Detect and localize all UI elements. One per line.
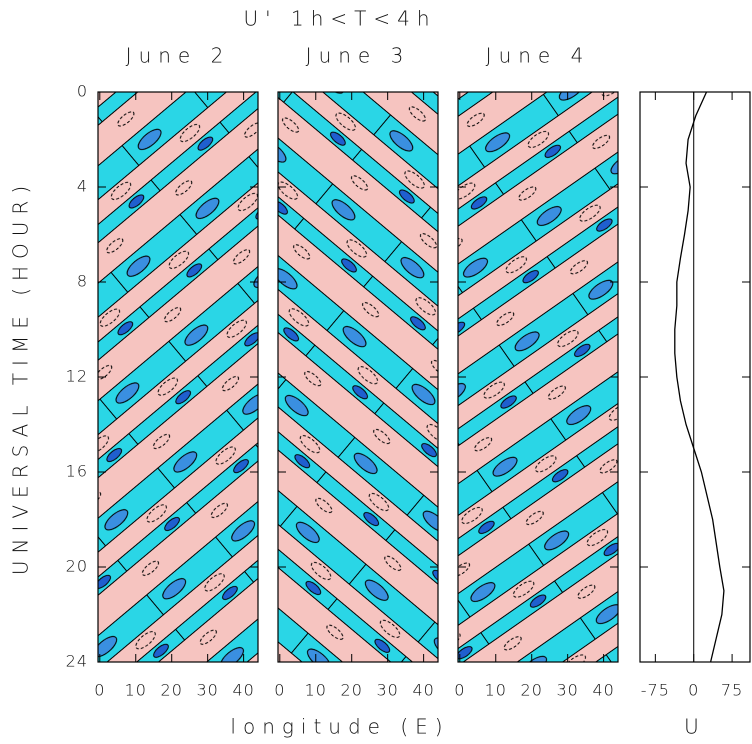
y-axis-label: UNIVERSAL TIME (HOUR) xyxy=(9,179,33,575)
x-tick-label: 40 xyxy=(412,681,434,700)
x-tick-label: 75 xyxy=(721,681,743,700)
page: {"title": "U' 1h<T<4h", "ylabel": "UNIVE… xyxy=(0,0,752,744)
contour-field xyxy=(458,92,618,662)
y-tick-label: 4 xyxy=(77,177,88,196)
x-tick-label: 0 xyxy=(94,681,105,700)
panel-title: June 4 xyxy=(486,44,591,68)
x-axis-label: longitude (E) xyxy=(230,715,449,739)
y-tick-label: 12 xyxy=(66,367,88,386)
x-tick-label: 20 xyxy=(161,681,183,700)
x-tick-label: 0 xyxy=(274,681,285,700)
x-tick-label: 30 xyxy=(376,681,398,700)
contour-field xyxy=(98,92,258,662)
y-tick-label: 16 xyxy=(66,462,88,481)
x-tick-label: 0 xyxy=(688,681,699,700)
x-tick-label: 10 xyxy=(125,681,147,700)
x-tick-label: 30 xyxy=(556,681,578,700)
x-tick-label: 20 xyxy=(341,681,363,700)
figure: U' 1h<T<4h UNIVERSAL TIME (HOUR) longitu… xyxy=(0,0,752,744)
x-tick-label: 20 xyxy=(521,681,543,700)
contour-field xyxy=(278,92,438,662)
panel-title: June 2 xyxy=(126,44,231,68)
panel-x-label: U xyxy=(684,715,706,739)
figure-title: U' 1h<T<4h xyxy=(243,7,436,31)
y-tick-label: 0 xyxy=(77,82,88,101)
panel-title: June 3 xyxy=(306,44,411,68)
x-tick-label: 40 xyxy=(232,681,254,700)
profile-line xyxy=(675,92,724,662)
x-tick-label: 0 xyxy=(454,681,465,700)
x-tick-label: 10 xyxy=(305,681,327,700)
x-tick-label: 30 xyxy=(196,681,218,700)
y-tick-label: 24 xyxy=(66,652,88,671)
panel-frame xyxy=(640,92,750,662)
y-tick-label: 8 xyxy=(77,272,88,291)
x-tick-label: 10 xyxy=(485,681,507,700)
y-tick-label: 20 xyxy=(66,557,88,576)
x-tick-label: 40 xyxy=(592,681,614,700)
x-tick-label: -75 xyxy=(641,681,670,700)
